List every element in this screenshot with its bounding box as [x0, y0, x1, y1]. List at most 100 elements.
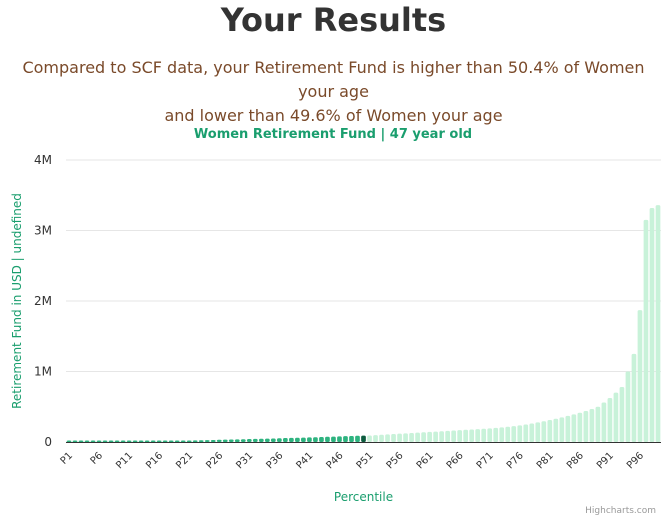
bar-p5: [90, 440, 96, 442]
bar-p63: [439, 431, 444, 442]
bar-p30: [240, 439, 246, 442]
bar-p6: [96, 440, 102, 442]
bar-p44: [325, 436, 330, 442]
y-axis-title: Retirement Fund in USD | undefined: [10, 193, 24, 409]
bar-p19: [174, 440, 180, 442]
bar-p79: [535, 422, 541, 442]
bar-p93: [619, 387, 625, 442]
bar-p51: [367, 435, 372, 442]
bar-p21: [186, 440, 192, 442]
x-tick-label: P81: [535, 450, 556, 471]
x-tick-label: P56: [385, 450, 406, 471]
x-tick-label: P26: [204, 450, 225, 471]
bar-p90: [601, 402, 607, 442]
bar-p75: [511, 426, 517, 442]
x-tick-label: P71: [475, 450, 496, 471]
bar-p64: [445, 430, 450, 442]
x-tick-label: P96: [625, 450, 646, 471]
bar-p52: [373, 435, 378, 442]
bar-p59: [415, 432, 420, 442]
bar-p15: [150, 440, 156, 442]
bar-p42: [313, 437, 318, 442]
y-tick-label: 0: [44, 435, 52, 449]
bar-p27: [222, 439, 228, 442]
x-axis-title: Percentile: [334, 490, 393, 504]
bar-p89: [595, 406, 601, 442]
bar-p68: [469, 429, 475, 442]
bar-p76: [517, 425, 523, 442]
bar-p24: [204, 440, 210, 442]
bar-p40: [301, 437, 306, 442]
y-tick-label: 4M: [34, 153, 52, 167]
bar-p8: [108, 440, 114, 442]
bar-p80: [541, 421, 547, 442]
x-tick-label: P61: [415, 450, 436, 471]
chart-title: Women Retirement Fund | 47 year old: [194, 127, 472, 142]
bar-p7: [102, 440, 108, 442]
bar-p46: [337, 436, 342, 442]
x-tick-label: P46: [325, 450, 346, 471]
x-tick-label: P86: [565, 450, 586, 471]
result-summary: Compared to SCF data, your Retirement Fu…: [6, 56, 661, 128]
bar-p1: [66, 440, 72, 442]
bar-p33: [258, 438, 264, 442]
bar-p99: [655, 205, 661, 442]
bar-p57: [403, 433, 408, 442]
bar-p74: [505, 426, 511, 442]
bar-p62: [433, 431, 438, 442]
bar-p48: [349, 435, 354, 442]
bar-p96: [637, 310, 643, 442]
bar-p18: [168, 440, 174, 442]
bar-p70: [481, 428, 487, 442]
bar-p47: [343, 436, 348, 442]
bar-p72: [493, 427, 499, 442]
bar-p11: [126, 440, 132, 442]
bar-p95: [631, 353, 637, 443]
page-title: Your Results: [220, 1, 447, 39]
bar-p61: [427, 431, 432, 442]
bar-p73: [499, 427, 505, 442]
x-tick-label: P41: [294, 450, 315, 471]
bar-p54: [385, 434, 390, 442]
bar-p43: [319, 436, 324, 442]
bar-p35: [271, 438, 276, 442]
bar-p34: [264, 438, 270, 442]
bar-p2: [72, 440, 78, 442]
bar-p22: [192, 440, 198, 442]
bar-p28: [228, 439, 234, 442]
highcharts-credit: Highcharts.com: [585, 506, 656, 516]
bar-p53: [379, 434, 384, 442]
bar-p41: [307, 437, 312, 442]
bar-p78: [529, 423, 535, 442]
bar-p13: [138, 440, 144, 442]
bar-p20: [180, 440, 186, 442]
bar-p91: [607, 397, 613, 442]
x-tick-label: P36: [264, 450, 285, 471]
x-tick-label: P31: [234, 450, 255, 471]
bar-p86: [577, 412, 583, 442]
bar-p26: [216, 439, 222, 442]
bar-p9: [114, 440, 120, 442]
bar-p3: [78, 440, 84, 442]
x-tick-label: P66: [445, 450, 466, 471]
bar-p25: [210, 439, 216, 442]
bar-p84: [565, 415, 571, 442]
retirement-fund-chart: Women Retirement Fund | 47 year old 0 1M 2M…: [10, 127, 661, 516]
bar-p65: [451, 430, 456, 442]
bar-p92: [613, 392, 619, 442]
summary-line-2: and lower than 49.6% of Women your age: [164, 106, 503, 125]
bar-p32: [252, 438, 258, 442]
y-tick-label: 3M: [34, 224, 52, 238]
x-tick-label: P21: [174, 450, 195, 471]
bar-p36: [277, 438, 282, 442]
x-tick-label: P6: [89, 450, 106, 467]
bar-p12: [132, 440, 138, 442]
bar-p85: [571, 414, 577, 442]
bar-p16: [156, 440, 162, 442]
bar-p4: [84, 440, 90, 442]
bar-p98: [649, 207, 655, 442]
bar-p29: [234, 439, 240, 442]
bar-p39: [295, 437, 300, 442]
x-tick-label: P1: [59, 450, 76, 467]
bar-p58: [409, 432, 414, 442]
